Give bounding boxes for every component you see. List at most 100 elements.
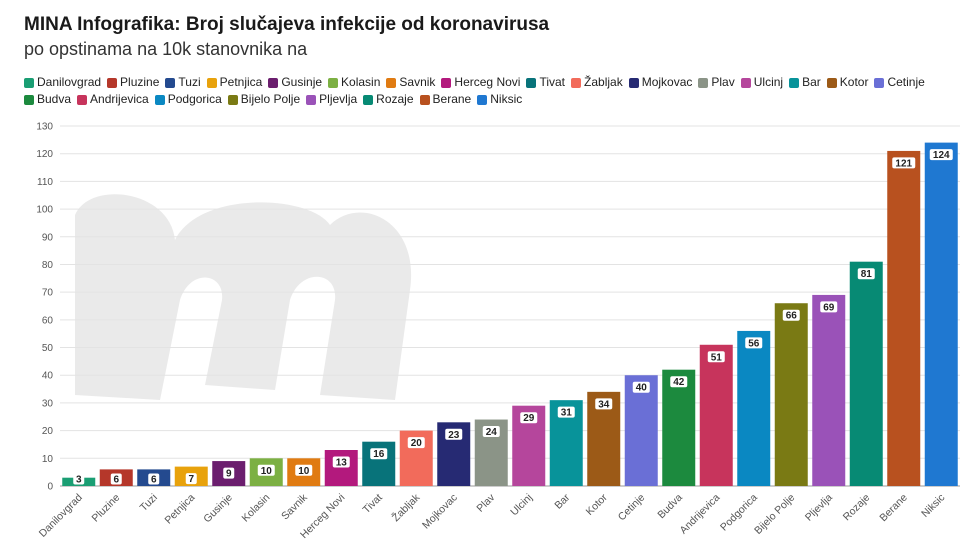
bar[interactable] (887, 150, 921, 486)
bar[interactable] (774, 303, 808, 486)
y-tick-label: 20 (42, 426, 54, 437)
data-label: 6 (113, 475, 119, 486)
legend-item[interactable]: Rozaje (363, 92, 414, 107)
data-label-background (148, 473, 160, 485)
data-label-background (670, 376, 688, 388)
legend-swatch (24, 77, 34, 88)
bar[interactable] (699, 344, 733, 486)
data-label: 34 (598, 399, 610, 410)
legend-label: Kotor (839, 75, 869, 89)
legend-swatch (698, 77, 709, 88)
legend-swatch (306, 94, 317, 105)
x-tick-label: Plav (474, 491, 497, 514)
mina-logo-watermark (75, 194, 412, 400)
x-tick-label: Kolasin (240, 492, 273, 525)
legend-item[interactable]: Gusinje (268, 75, 322, 90)
legend-swatch (227, 94, 238, 105)
x-tick-label: Tivat (361, 492, 385, 516)
legend-item[interactable]: Kotor (826, 75, 869, 90)
legend-swatch (628, 77, 639, 88)
data-label-background (595, 398, 613, 410)
x-tick-label: Bar (552, 491, 572, 511)
legend-label: Tivat (539, 75, 566, 89)
legend-item[interactable]: Pluzine (107, 75, 159, 90)
legend-item[interactable]: Žabljak (571, 75, 623, 90)
legend-item[interactable]: Bar (789, 75, 821, 90)
legend-item[interactable]: Mojkovac (628, 75, 693, 90)
data-label-background (892, 157, 916, 169)
legend-label: Bijelo Polje (240, 92, 301, 106)
bar[interactable] (662, 369, 696, 486)
legend-item[interactable]: Petnjica (206, 75, 262, 90)
legend-item[interactable]: Podgorica (154, 92, 222, 107)
legend-swatch (24, 94, 34, 105)
y-tick-label: 90 (42, 232, 54, 243)
data-label: 10 (261, 466, 273, 477)
data-label: 23 (448, 430, 460, 441)
chart-title: MINA Infografika: Broj slučajeva infekci… (24, 14, 550, 35)
legend-swatch (77, 94, 88, 105)
data-label-background (820, 301, 838, 313)
legend-item[interactable]: Ulcinj (740, 75, 783, 90)
x-tick-label: Kotor (584, 491, 611, 518)
data-label-background (445, 428, 463, 440)
legend-label: Herceg Novi (454, 75, 521, 89)
legend-item[interactable]: Kolasin (328, 75, 380, 90)
legend-label: Mojkovac (641, 75, 693, 89)
legend-swatch (441, 77, 452, 88)
legend-item[interactable]: Berane (419, 92, 471, 107)
legend-label: Gusinje (281, 75, 323, 89)
y-tick-label: 60 (42, 315, 54, 326)
data-label: 16 (373, 449, 385, 460)
legend-item[interactable]: Andrijevica (77, 92, 149, 107)
legend-item[interactable]: Niksic (477, 92, 522, 107)
legend-item[interactable]: Cetinje (874, 75, 925, 90)
bar[interactable] (812, 294, 846, 486)
data-label-background (223, 467, 235, 479)
data-label: 42 (673, 377, 685, 388)
legend-item[interactable]: Pljevlja (306, 92, 357, 107)
x-tick-label: Žabljak (389, 490, 423, 524)
y-tick-label: 50 (42, 343, 54, 354)
bar[interactable] (849, 261, 883, 486)
data-label: 31 (561, 408, 573, 419)
bar[interactable] (737, 330, 771, 486)
bar[interactable] (324, 450, 358, 486)
legend-label: Pluzine (120, 75, 160, 89)
legend-swatch (363, 94, 374, 105)
x-tick-label: Pljevlja (803, 492, 835, 524)
x-tick-label: Bijelo Polje (752, 492, 797, 537)
x-tick-label: Petnjica (162, 492, 197, 527)
x-tick-label: Rozaje (841, 492, 873, 524)
legend-item[interactable]: Savnik (386, 75, 435, 90)
data-label: 51 (711, 352, 723, 363)
data-label-background (185, 473, 197, 485)
legend-item[interactable]: Tuzi (165, 75, 201, 90)
legend-item[interactable]: Plav (698, 75, 735, 90)
x-tick-label: Niksic (919, 492, 947, 520)
legend-label: Pljevlja (319, 92, 358, 106)
bar[interactable] (624, 375, 658, 486)
chart-legend: Danilovgrad Pluzine Tuzi Petnjica Gusinje Kol… (24, 75, 964, 107)
legend-item[interactable]: Bijelo Polje (227, 92, 301, 107)
legend-item[interactable]: Budva (24, 92, 71, 107)
data-label-background (745, 337, 763, 349)
y-tick-label: 70 (42, 288, 54, 299)
data-label-background (370, 448, 388, 460)
legend-swatch (268, 77, 279, 88)
data-label-background (520, 412, 538, 424)
grid-lines (60, 125, 960, 487)
data-label: 124 (933, 150, 950, 161)
legend-item[interactable]: Herceg Novi (441, 75, 520, 90)
data-label-background (557, 406, 575, 418)
data-label-background (110, 473, 122, 485)
y-tick-label: 10 (42, 454, 54, 465)
bar[interactable] (924, 142, 958, 486)
legend-label: Cetinje (887, 75, 925, 89)
legend-label: Plav (711, 75, 735, 89)
legend-label: Tuzi (178, 75, 201, 89)
legend-item[interactable]: Danilovgrad (24, 75, 101, 90)
x-tick-label: Gusinje (201, 492, 235, 526)
legend-item[interactable]: Tivat (526, 75, 565, 90)
data-label-background (482, 426, 500, 438)
